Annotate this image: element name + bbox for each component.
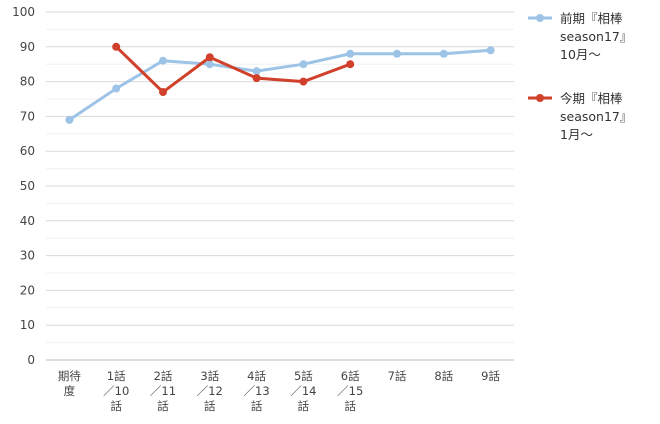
series-line-2 [115, 45, 351, 94]
data-point-series-2 [112, 42, 121, 51]
y-tick-label: 60 [20, 144, 35, 158]
legend-swatch-marker [536, 94, 544, 102]
data-point-series-1 [159, 56, 167, 65]
x-tick-label: 7話 [388, 369, 407, 383]
x-tick-label: 1話／10 話 [103, 369, 129, 413]
x-tick-label: 9話 [481, 369, 500, 383]
data-point-series-2 [159, 88, 167, 97]
x-tick-label: 3話／12 話 [197, 369, 223, 413]
data-point-series-1 [439, 49, 448, 58]
y-axis: 0 10 20 30 40 50 60 70 80 90 100 [12, 5, 35, 367]
x-tick-label: 4話／13 話 [244, 369, 270, 413]
data-point-series-2 [252, 74, 261, 83]
x-tick-label: 期待度 [58, 369, 81, 398]
data-point-series-2 [205, 53, 214, 62]
legend-entry-1: 前期『相棒 season17』 10月～ [560, 11, 632, 62]
y-tick-label: 10 [20, 318, 35, 332]
x-tick-label: 2話／11 話 [150, 369, 176, 413]
y-tick-label: 70 [20, 109, 35, 123]
data-point-series-1 [486, 46, 495, 55]
legend: 前期『相棒 season17』 10月～ 今期『相棒 season17』 1月～ [528, 11, 632, 142]
x-axis: 期待度 1話／10 話 2話／11 話 3話／12 話 4話／13 話 5話／14 話 6話／15 話 7… [58, 369, 501, 413]
y-tick-label: 30 [20, 249, 35, 263]
y-tick-label: 80 [20, 75, 35, 89]
series-line-1 [68, 48, 491, 122]
data-point-series-1 [112, 84, 121, 93]
y-tick-label: 40 [20, 214, 35, 228]
data-point-series-1 [65, 115, 74, 124]
data-point-series-2 [299, 77, 308, 86]
y-tick-label: 0 [27, 353, 35, 367]
x-tick-label: 5話／14 話 [290, 369, 316, 413]
data-point-series-2 [346, 60, 355, 69]
y-tick-label: 50 [20, 179, 35, 193]
legend-swatch-marker [536, 14, 544, 22]
y-tick-label: 20 [20, 283, 35, 297]
data-point-series-1 [299, 60, 308, 69]
data-point-series-1 [393, 49, 401, 58]
series-lines [65, 42, 495, 124]
y-tick-label: 100 [12, 5, 35, 19]
data-point-series-1 [205, 60, 214, 69]
x-tick-label: 6話／15 話 [337, 369, 363, 413]
legend-entry-2: 今期『相棒 season17』 1月～ [560, 91, 632, 142]
data-point-series-1 [346, 49, 355, 58]
data-point-series-1 [252, 67, 261, 76]
x-tick-label: 8話 [434, 369, 453, 383]
y-tick-label: 90 [20, 40, 35, 54]
grid-lines [46, 11, 514, 361]
